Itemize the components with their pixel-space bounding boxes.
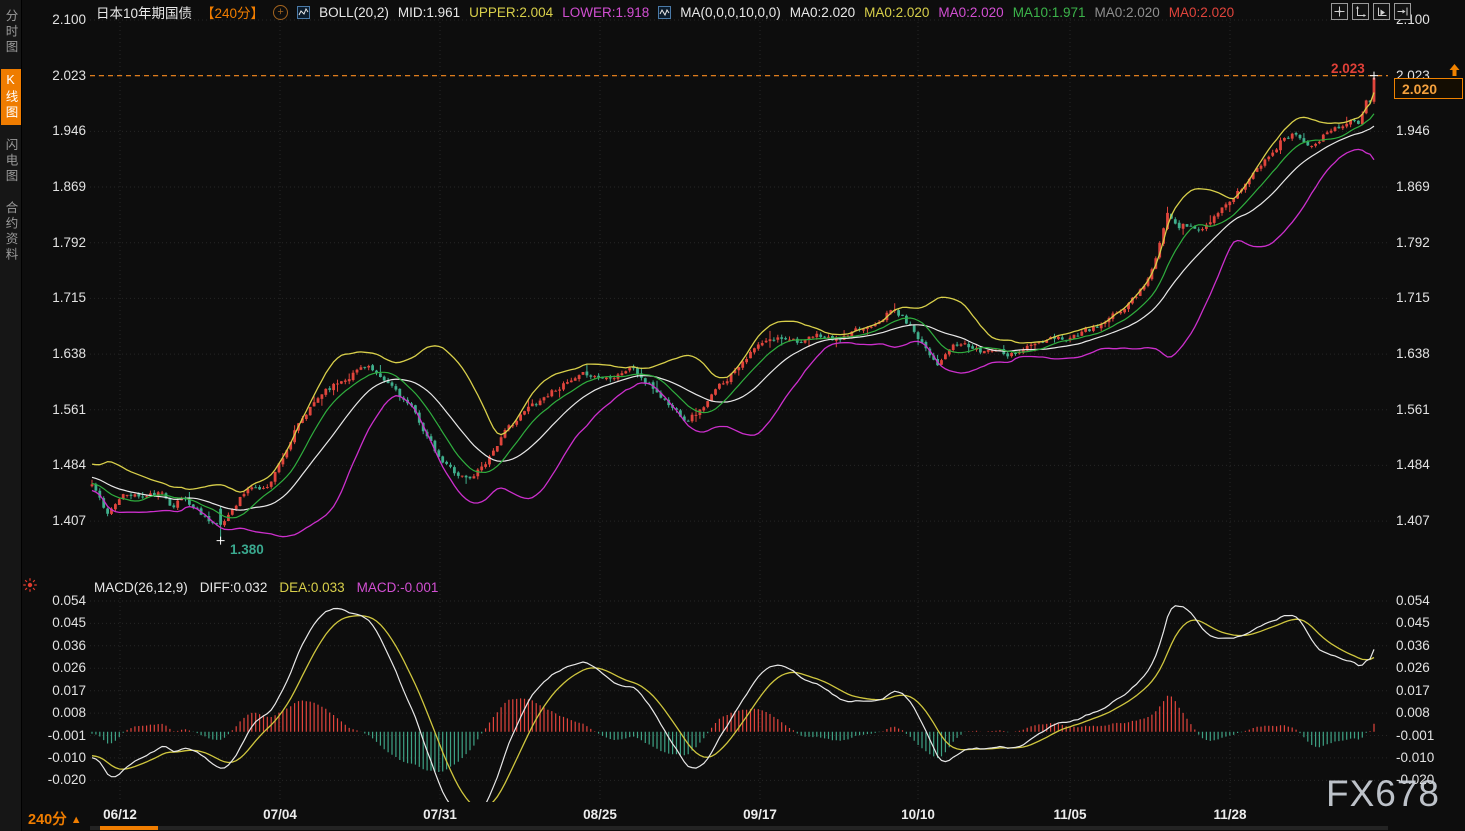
macd-diff-value: DIFF:0.032: [199, 580, 268, 595]
macd-axis-tick-left: -0.010: [47, 750, 86, 765]
macd-header: MACD(26,12,9) DIFF:0.032 DEA:0.033 MACD:…: [94, 580, 438, 595]
y-axis-tick-right: 1.792: [1396, 235, 1430, 250]
macd-axis-tick-right: 0.036: [1396, 638, 1430, 653]
sidebar-tab-time-chart[interactable]: 分时图: [3, 9, 18, 56]
symbol-name: 日本10年期国债: [96, 6, 193, 21]
current-price-tag: 2.020: [1394, 78, 1463, 99]
indicator-header: 日本10年期国债 【240分】 + BOLL(20,2) MID:1.961 U…: [96, 3, 1234, 21]
period-selector-label: 240分: [28, 812, 67, 828]
x-axis-label: 09/17: [743, 807, 777, 822]
y-axis-tick-left: 1.407: [52, 513, 86, 528]
low-price-annotation: 1.380: [230, 542, 264, 557]
macd-axis-tick-left: -0.001: [47, 728, 86, 743]
macd-axis-tick-left: 0.036: [52, 638, 86, 653]
macd-axis-tick-right: -0.020: [1396, 772, 1435, 787]
period-dropdown-arrow-icon: ▲: [70, 814, 82, 826]
boll-lower-value: LOWER:1.918: [562, 4, 650, 20]
boll-upper-value: UPPER:2.004: [469, 4, 554, 20]
ma-value-3: MA10:1.971: [1012, 4, 1086, 20]
x-axis-label: 06/12: [103, 807, 137, 822]
boll-name: BOLL(20,2): [319, 4, 389, 20]
ma-value-2: MA0:2.020: [938, 4, 1004, 20]
sidebar: 分时图 K线图 闪电图 合约资料: [0, 0, 22, 831]
macd-axis-tick-right: -0.001: [1396, 728, 1435, 743]
macd-axis-tick-right: 0.026: [1396, 660, 1430, 675]
y-axis-tick-right: 1.869: [1396, 179, 1430, 194]
macd-axis-tick-left: 0.026: [52, 660, 86, 675]
period-selector[interactable]: 240分 ▲: [28, 808, 82, 829]
axis-scale-icon[interactable]: [1352, 3, 1369, 20]
macd-axis-tick-left: -0.020: [47, 772, 86, 787]
ma-indicator-icon[interactable]: [658, 5, 672, 19]
macd-axis-tick-left: 0.017: [52, 683, 86, 698]
x-axis-label: 10/10: [901, 807, 935, 822]
ma-value-4: MA0:2.020: [1094, 4, 1160, 20]
chart-toolbar: [1331, 3, 1411, 20]
boll-mid-value: MID:1.961: [397, 4, 461, 20]
x-axis-label: 11/28: [1213, 807, 1247, 822]
y-axis-tick-left: 2.023: [52, 68, 86, 83]
ma-name: MA(0,0,0,10,0,0): [680, 4, 781, 20]
macd-axis-tick-left: 0.054: [52, 593, 86, 608]
macd-axis-tick-right: 0.054: [1396, 593, 1430, 608]
add-indicator-icon[interactable]: +: [273, 4, 289, 20]
x-axis-label: 11/05: [1053, 807, 1087, 822]
y-axis-tick-right: 1.561: [1396, 402, 1430, 417]
sidebar-tab-flash-chart[interactable]: 闪电图: [3, 137, 18, 185]
pan-tool-icon[interactable]: [1331, 3, 1348, 20]
macd-hist-value: MACD:-0.001: [356, 580, 439, 595]
boll-indicator-icon[interactable]: [297, 5, 311, 19]
y-axis-tick-right: 1.946: [1396, 123, 1430, 138]
y-axis-tick-left: 1.638: [52, 346, 86, 361]
ma-value-5: MA0:2.020: [1168, 4, 1235, 20]
y-axis-tick-left: 1.946: [52, 123, 86, 138]
y-axis-tick-right: 1.484: [1396, 457, 1430, 472]
ma-value-1: MA0:2.020: [864, 4, 930, 20]
macd-name: MACD(26,12,9): [94, 580, 188, 595]
macd-axis-tick-right: 0.008: [1396, 705, 1430, 720]
y-axis-tick-left: 1.561: [52, 402, 86, 417]
y-axis-tick-right: 1.638: [1396, 346, 1430, 361]
sidebar-tab-candlestick-chart[interactable]: K线图: [0, 68, 21, 125]
y-axis-tick-left: 1.715: [52, 290, 86, 305]
sidebar-tab-contract-info[interactable]: 合约资料: [3, 201, 18, 263]
indicator-settings-icon[interactable]: [22, 577, 38, 598]
fx678-watermark: FX678: [1326, 773, 1441, 814]
snap-to-edge-icon[interactable]: [1394, 3, 1411, 20]
y-axis-tick-left: 1.869: [52, 179, 86, 194]
horizontal-scrollbar[interactable]: [90, 826, 1388, 830]
macd-axis-tick-right: -0.010: [1396, 750, 1435, 765]
jump-to-latest-icon[interactable]: [1447, 63, 1462, 83]
y-axis-tick-left: 1.792: [52, 235, 86, 250]
x-axis-label: 07/31: [423, 807, 457, 822]
y-axis-tick-right: 1.407: [1396, 513, 1430, 528]
x-axis-label: 08/25: [583, 807, 617, 822]
macd-axis-tick-right: 0.017: [1396, 683, 1430, 698]
y-axis-tick-right: 1.715: [1396, 290, 1430, 305]
scrollbar-thumb[interactable]: [100, 826, 158, 830]
ma-value-0: MA0:2.020: [789, 4, 856, 20]
axis-play-icon[interactable]: [1373, 3, 1390, 20]
period-label: 【240分】: [201, 6, 265, 21]
macd-axis-tick-left: 0.008: [52, 705, 86, 720]
macd-axis-tick-left: 0.045: [52, 615, 86, 630]
y-axis-tick-left: 2.100: [52, 12, 86, 27]
x-axis-label: 07/04: [263, 807, 297, 822]
macd-axis-tick-right: 0.045: [1396, 615, 1430, 630]
macd-dea-value: DEA:0.033: [279, 580, 345, 595]
high-price-annotation: 2.023: [1331, 61, 1365, 76]
y-axis-tick-left: 1.484: [52, 457, 86, 472]
